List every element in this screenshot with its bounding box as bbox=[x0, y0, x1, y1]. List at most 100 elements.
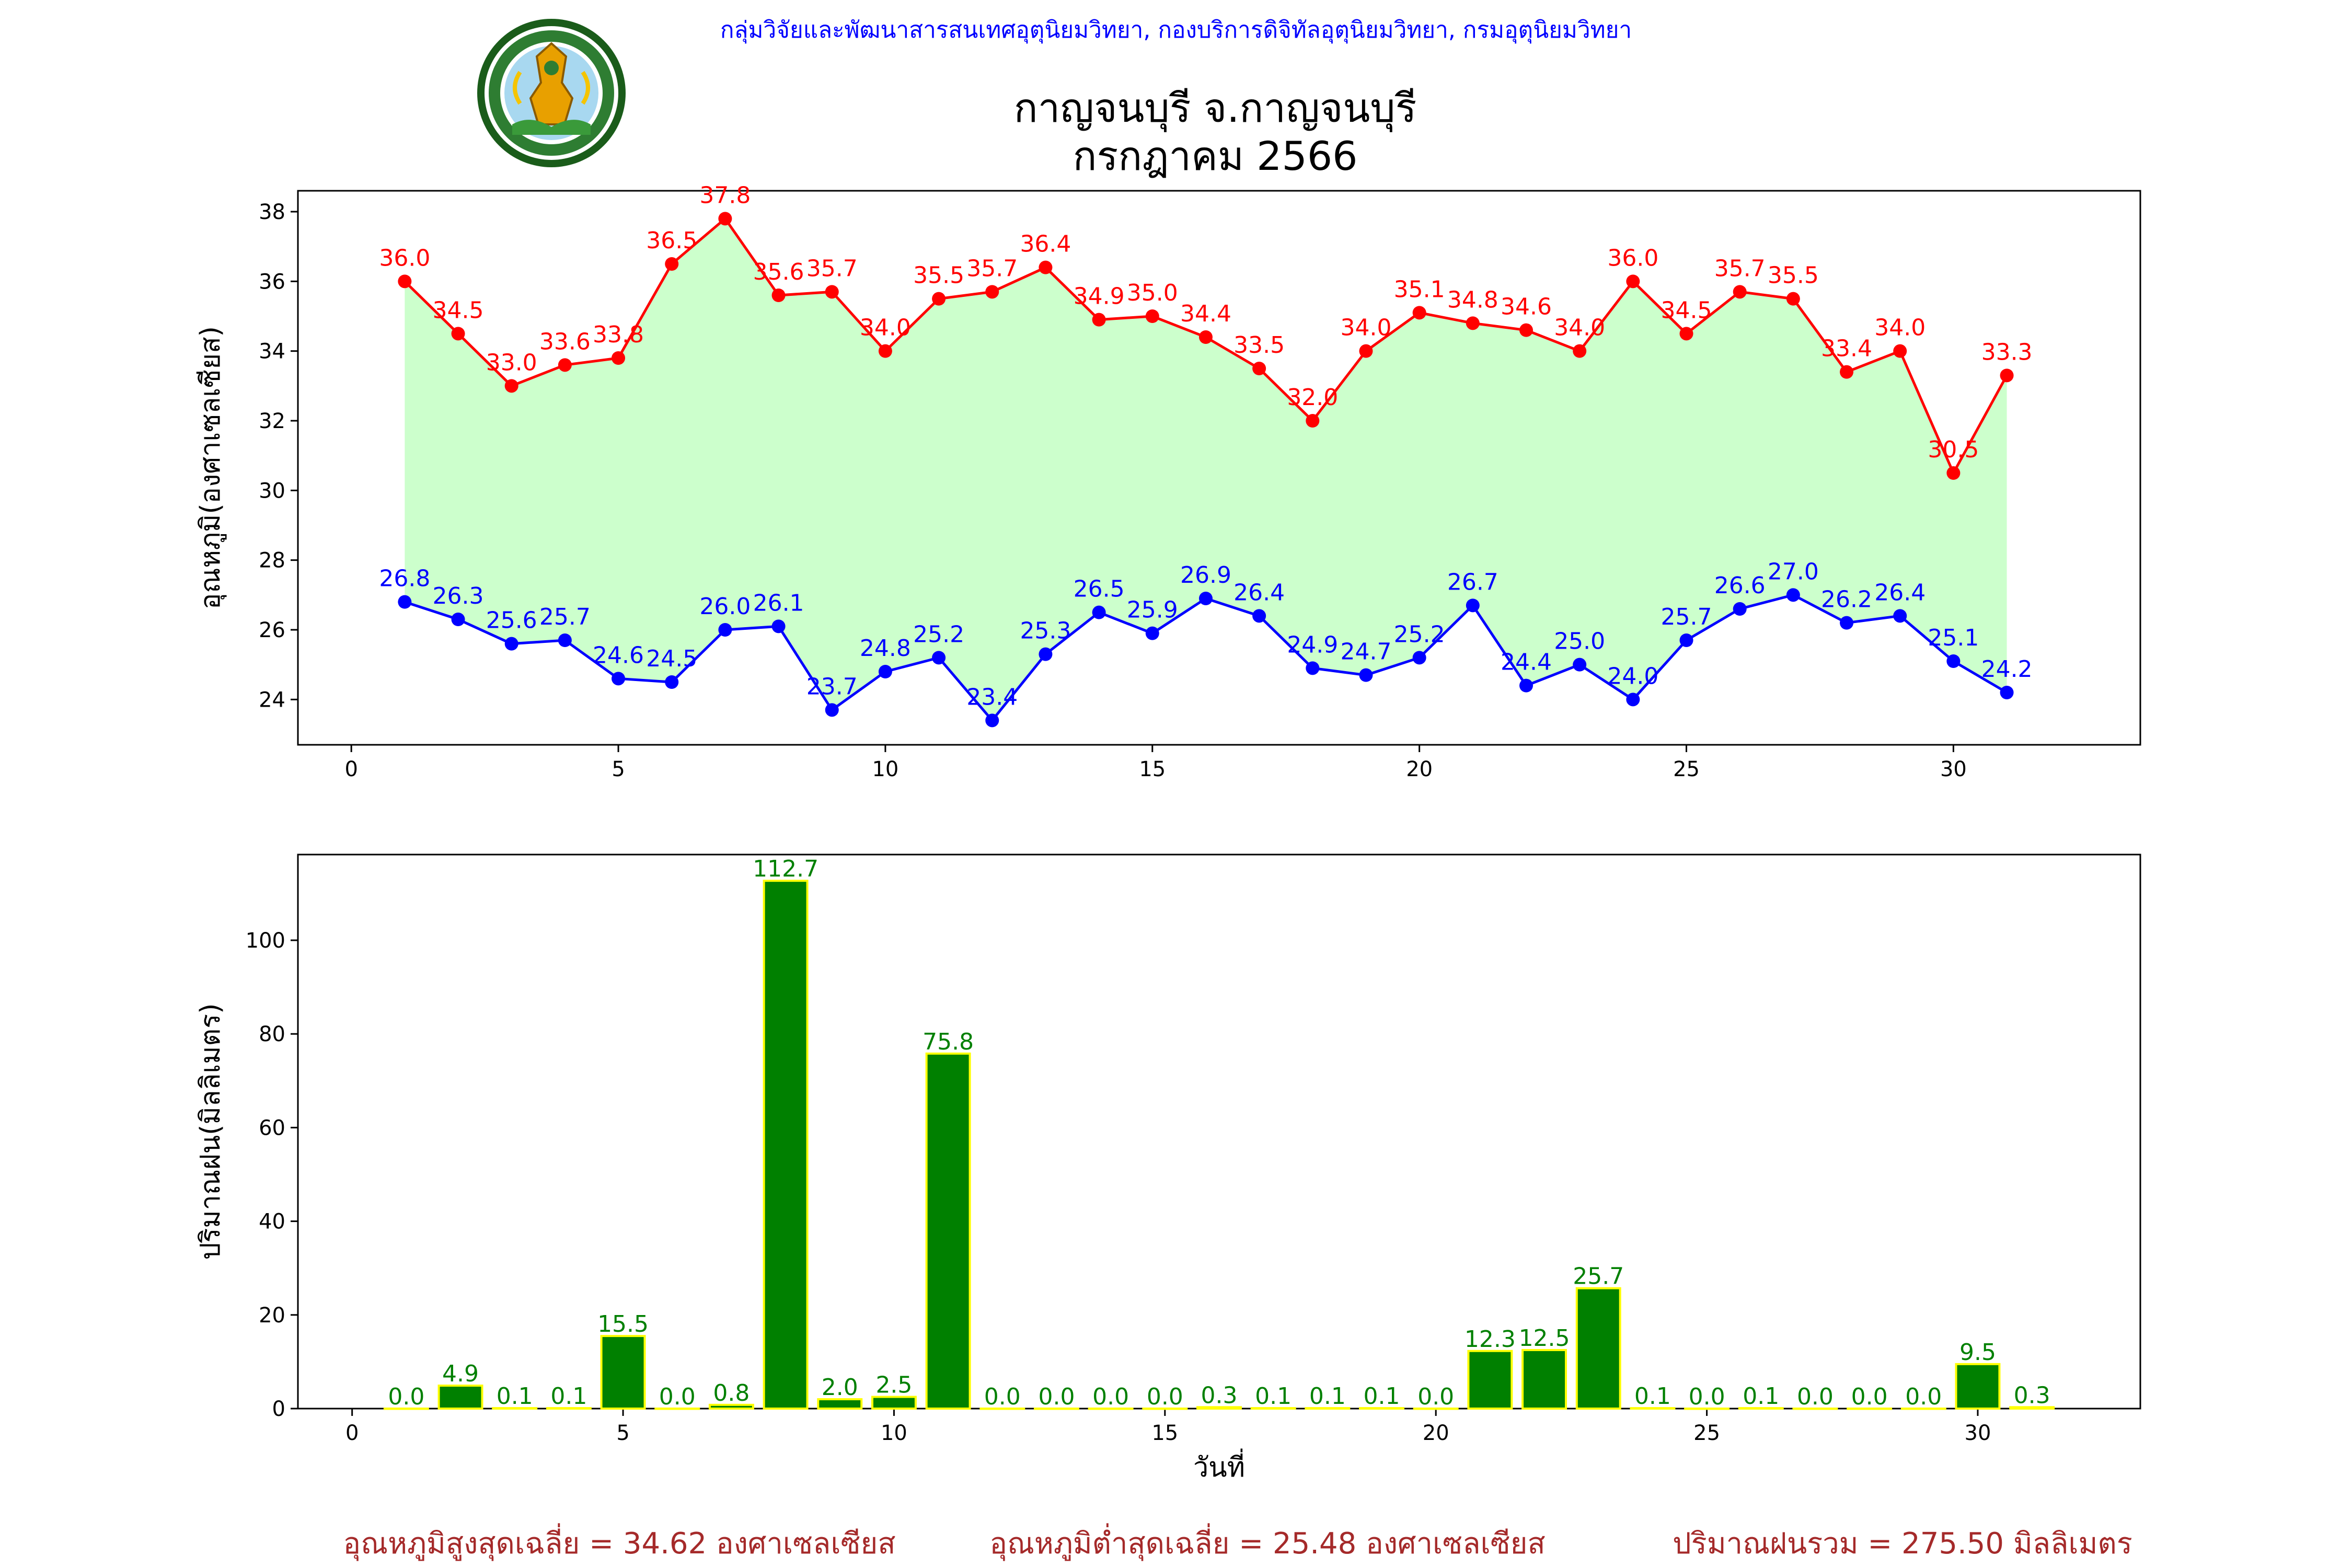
min-temperature-data-label: 26.9 bbox=[1180, 562, 1231, 589]
x-tick-label: 15 bbox=[1151, 1421, 1178, 1445]
min-temperature-data-label: 24.8 bbox=[860, 635, 911, 662]
rainfall-bar bbox=[492, 1407, 538, 1410]
rainfall-bar bbox=[1955, 1363, 2001, 1410]
min-temperature-data-label: 24.7 bbox=[1340, 639, 1391, 665]
rainfall-chart: 0 5 10 15 20 25 30 0 20 40 60 80 100 ปริมาณฝน(มิลลิเม… bbox=[195, 854, 2141, 1483]
min-temperature-data-label: 25.9 bbox=[1127, 597, 1178, 624]
chart-title-line2: กรกฎาคม 2566 bbox=[1073, 133, 1357, 179]
max-temperature-data-label: 34.0 bbox=[1554, 315, 1605, 341]
min-temperature-data-label: 26.8 bbox=[379, 566, 430, 592]
rainfall-data-label: 12.5 bbox=[1519, 1325, 1570, 1352]
y-tick-label: 30 bbox=[259, 479, 285, 503]
max-temperature-data-label: 34.5 bbox=[1661, 297, 1712, 324]
min-temperature-data-label: 24.2 bbox=[1981, 656, 2033, 683]
min-temperature-data-label: 25.2 bbox=[913, 621, 964, 648]
max-temperature-data-label: 37.8 bbox=[699, 182, 751, 209]
rainfall-data-label: 0.8 bbox=[713, 1380, 750, 1406]
rainfall-data-label: 0.1 bbox=[550, 1383, 587, 1410]
rainfall-data-label: 0.1 bbox=[1309, 1383, 1346, 1410]
max-temperature-data-label: 35.5 bbox=[1768, 262, 1819, 289]
rainfall-data-label: 0.0 bbox=[1797, 1383, 1834, 1410]
average-max-temperature: อุณหภูมิสูงสุดเฉลี่ย = 34.62 องศาเซลเซีย… bbox=[343, 1523, 895, 1561]
min-temperature-point bbox=[1466, 598, 1480, 613]
max-temperature-point bbox=[665, 257, 679, 271]
max-temperature-data-label: 34.8 bbox=[1447, 286, 1498, 313]
max-temperature-data-label: 33.5 bbox=[1233, 332, 1285, 359]
max-temperature-point bbox=[612, 351, 626, 365]
min-temperature-data-label: 25.1 bbox=[1928, 625, 1979, 651]
rainfall-bar bbox=[1467, 1350, 1513, 1410]
organization-text: กลุ่มวิจัยและพัฒนาสารสนเทศอุตุนิยมวิทยา,… bbox=[720, 17, 1632, 44]
min-temperature-point bbox=[612, 672, 626, 686]
rainfall-bar bbox=[1575, 1287, 1621, 1410]
max-temperature-point bbox=[1252, 362, 1266, 375]
rainfall-data-label: 15.5 bbox=[597, 1311, 649, 1338]
y-tick-label: 100 bbox=[246, 929, 285, 953]
x-tick-label: 20 bbox=[1406, 757, 1433, 781]
rainfall-data-label: 0.3 bbox=[2014, 1382, 2050, 1409]
rainfall-bar bbox=[763, 880, 809, 1410]
rainfall-bar bbox=[1738, 1407, 1784, 1410]
rainfall-data-label: 0.0 bbox=[1851, 1383, 1888, 1410]
max-temperature-data-label: 32.0 bbox=[1287, 384, 1338, 411]
rainfall-bar bbox=[708, 1403, 754, 1410]
chart-title-line1: กาญจนบุรี จ.กาญจนบุรี bbox=[1014, 85, 1417, 132]
rainfall-bar bbox=[437, 1385, 483, 1410]
max-temperature-data-label: 33.4 bbox=[1821, 336, 1872, 362]
y-tick-label: 26 bbox=[259, 618, 285, 642]
max-temperature-data-label: 35.1 bbox=[1394, 276, 1445, 303]
max-temperature-point bbox=[558, 358, 572, 372]
rainfall-data-label: 0.0 bbox=[388, 1383, 424, 1410]
rainfall-bar bbox=[1196, 1406, 1242, 1410]
max-temperature-data-label: 36.0 bbox=[379, 245, 430, 271]
min-temperature-data-label: 25.3 bbox=[1020, 618, 1071, 644]
rainfall-data-label: 25.7 bbox=[1573, 1263, 1624, 1290]
max-temperature-point bbox=[1679, 327, 1693, 341]
min-temperature-point bbox=[1306, 661, 1320, 675]
max-temperature-point bbox=[1626, 274, 1640, 289]
x-tick-label: 0 bbox=[344, 757, 358, 781]
rainfall-bar bbox=[1305, 1407, 1351, 1410]
rainfall-data-label: 0.0 bbox=[1417, 1383, 1454, 1410]
rainfall-bar bbox=[925, 1052, 971, 1410]
rainfall-data-label: 9.5 bbox=[1959, 1339, 1996, 1366]
x-tick-label: 20 bbox=[1423, 1421, 1449, 1445]
min-temperature-point bbox=[718, 623, 732, 637]
min-temperature-point bbox=[1519, 678, 1533, 693]
rainfall-bar bbox=[2009, 1406, 2055, 1410]
max-temperature-point bbox=[1840, 365, 1854, 379]
rainfall-data-label: 0.1 bbox=[1743, 1383, 1779, 1410]
x-tick-label: 15 bbox=[1139, 757, 1166, 781]
x-tick-label: 0 bbox=[345, 1421, 359, 1445]
max-temperature-point bbox=[985, 285, 999, 299]
max-temperature-point bbox=[1786, 292, 1800, 306]
rainfall-data-label: 2.5 bbox=[875, 1372, 912, 1399]
max-temperature-data-label: 35.5 bbox=[913, 262, 964, 289]
max-temperature-data-label: 36.5 bbox=[646, 227, 697, 254]
max-temperature-point bbox=[932, 292, 946, 306]
y-tick-label: 60 bbox=[259, 1116, 285, 1140]
min-temperature-point bbox=[1946, 654, 1961, 668]
max-temperature-point bbox=[398, 274, 412, 289]
meteorological-department-logo bbox=[477, 19, 626, 167]
rainfall-bar bbox=[1521, 1348, 1567, 1410]
min-temperature-point bbox=[1786, 588, 1800, 602]
min-temperature-data-label: 25.2 bbox=[1394, 621, 1445, 648]
min-temperature-point bbox=[451, 613, 465, 626]
min-temperature-data-label: 24.9 bbox=[1287, 631, 1338, 658]
max-temperature-data-label: 36.0 bbox=[1607, 245, 1658, 271]
min-temperature-data-label: 26.4 bbox=[1874, 579, 1926, 606]
y-tick-label: 28 bbox=[259, 549, 285, 573]
temperature-chart: 0 5 10 15 20 25 30 24 26 28 30 32 34 36 38 อุณหภูมิ(องศ… bbox=[195, 182, 2141, 781]
max-temperature-data-label: 34.6 bbox=[1501, 294, 1552, 320]
y-tick-label: 32 bbox=[259, 409, 285, 433]
x-tick-label: 30 bbox=[1965, 1421, 1991, 1445]
max-temperature-data-label: 35.6 bbox=[753, 259, 804, 285]
min-temperature-point bbox=[1412, 651, 1426, 665]
min-temperature-data-label: 25.6 bbox=[486, 607, 537, 634]
y-tick-label: 20 bbox=[259, 1304, 285, 1328]
rainfall-data-label: 0.1 bbox=[1255, 1383, 1292, 1410]
min-temperature-data-label: 24.0 bbox=[1607, 663, 1658, 689]
max-temperature-point bbox=[1573, 344, 1587, 358]
min-temperature-data-label: 25.0 bbox=[1554, 628, 1605, 655]
